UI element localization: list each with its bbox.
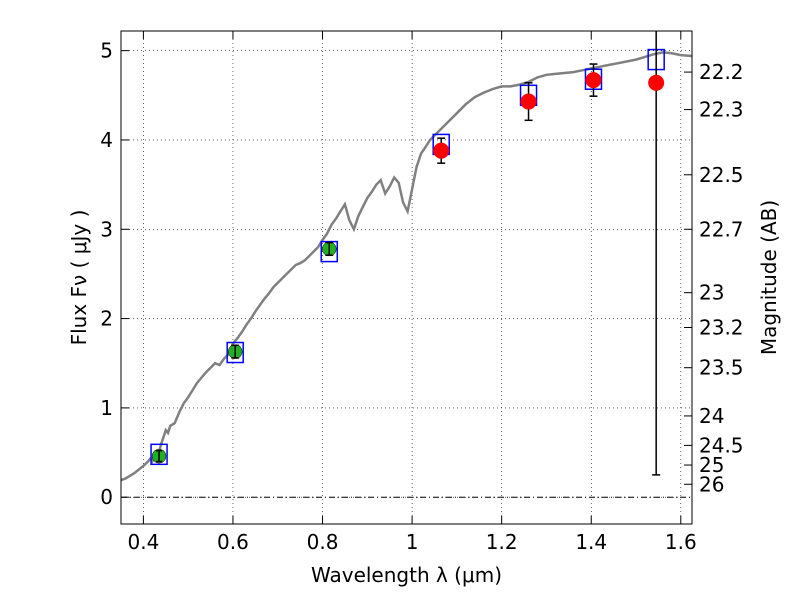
data-points <box>151 72 665 464</box>
model-photometry-box <box>226 341 244 364</box>
right-tick-label: 23.2 <box>699 316 744 340</box>
y-tick-label: 1 <box>100 396 113 420</box>
x-tick-label: 1.6 <box>665 530 697 554</box>
right-tick-label: 25 <box>699 453 724 477</box>
x-tick-label: 0.6 <box>217 530 249 554</box>
right-tick-label: 23.5 <box>699 356 744 380</box>
axes-frame <box>120 30 693 525</box>
x-tick-label: 0.8 <box>307 530 339 554</box>
right-tick-label: 22.7 <box>699 217 744 241</box>
y-axis-label-left: Flux Fν ( μJy ) <box>67 210 91 346</box>
right-tick-label: 26 <box>699 472 724 496</box>
nir-data-point <box>648 74 665 91</box>
model-spectrum-line <box>120 51 693 482</box>
x-tick-label: 1.2 <box>486 530 518 554</box>
axis-tick-labels: 0.4 0.6 0.8 1 1.2 1.4 1.601234522.222.322.522.… <box>100 39 743 554</box>
x-tick-label: 0.4 <box>127 530 159 554</box>
y-tick-label: 0 <box>100 485 113 509</box>
right-tick-label: 24.5 <box>699 433 744 457</box>
right-tick-label: 23 <box>699 281 724 305</box>
y-tick-label: 5 <box>100 39 113 63</box>
plot-area <box>120 31 693 482</box>
right-tick-label: 24 <box>699 404 724 428</box>
x-axis-label: Wavelength λ (μm) <box>311 563 502 587</box>
right-tick-label: 22.5 <box>699 163 744 187</box>
nir-data-point <box>433 142 450 159</box>
y-axis-label-right: Magnitude (AB) <box>757 200 781 355</box>
axis-ticks <box>121 31 692 524</box>
y-tick-label: 2 <box>100 307 113 331</box>
right-tick-label: 22.2 <box>699 60 744 84</box>
model-photometry-box <box>320 240 338 263</box>
y-tick-label: 4 <box>100 128 113 152</box>
model-photometry-box <box>150 443 168 466</box>
x-tick-label: 1.4 <box>575 530 607 554</box>
right-tick-label: 22.3 <box>699 98 744 122</box>
nir-data-point <box>520 93 537 110</box>
nir-data-point <box>585 72 602 89</box>
y-tick-label: 3 <box>100 217 113 241</box>
x-tick-label: 1 <box>406 530 419 554</box>
